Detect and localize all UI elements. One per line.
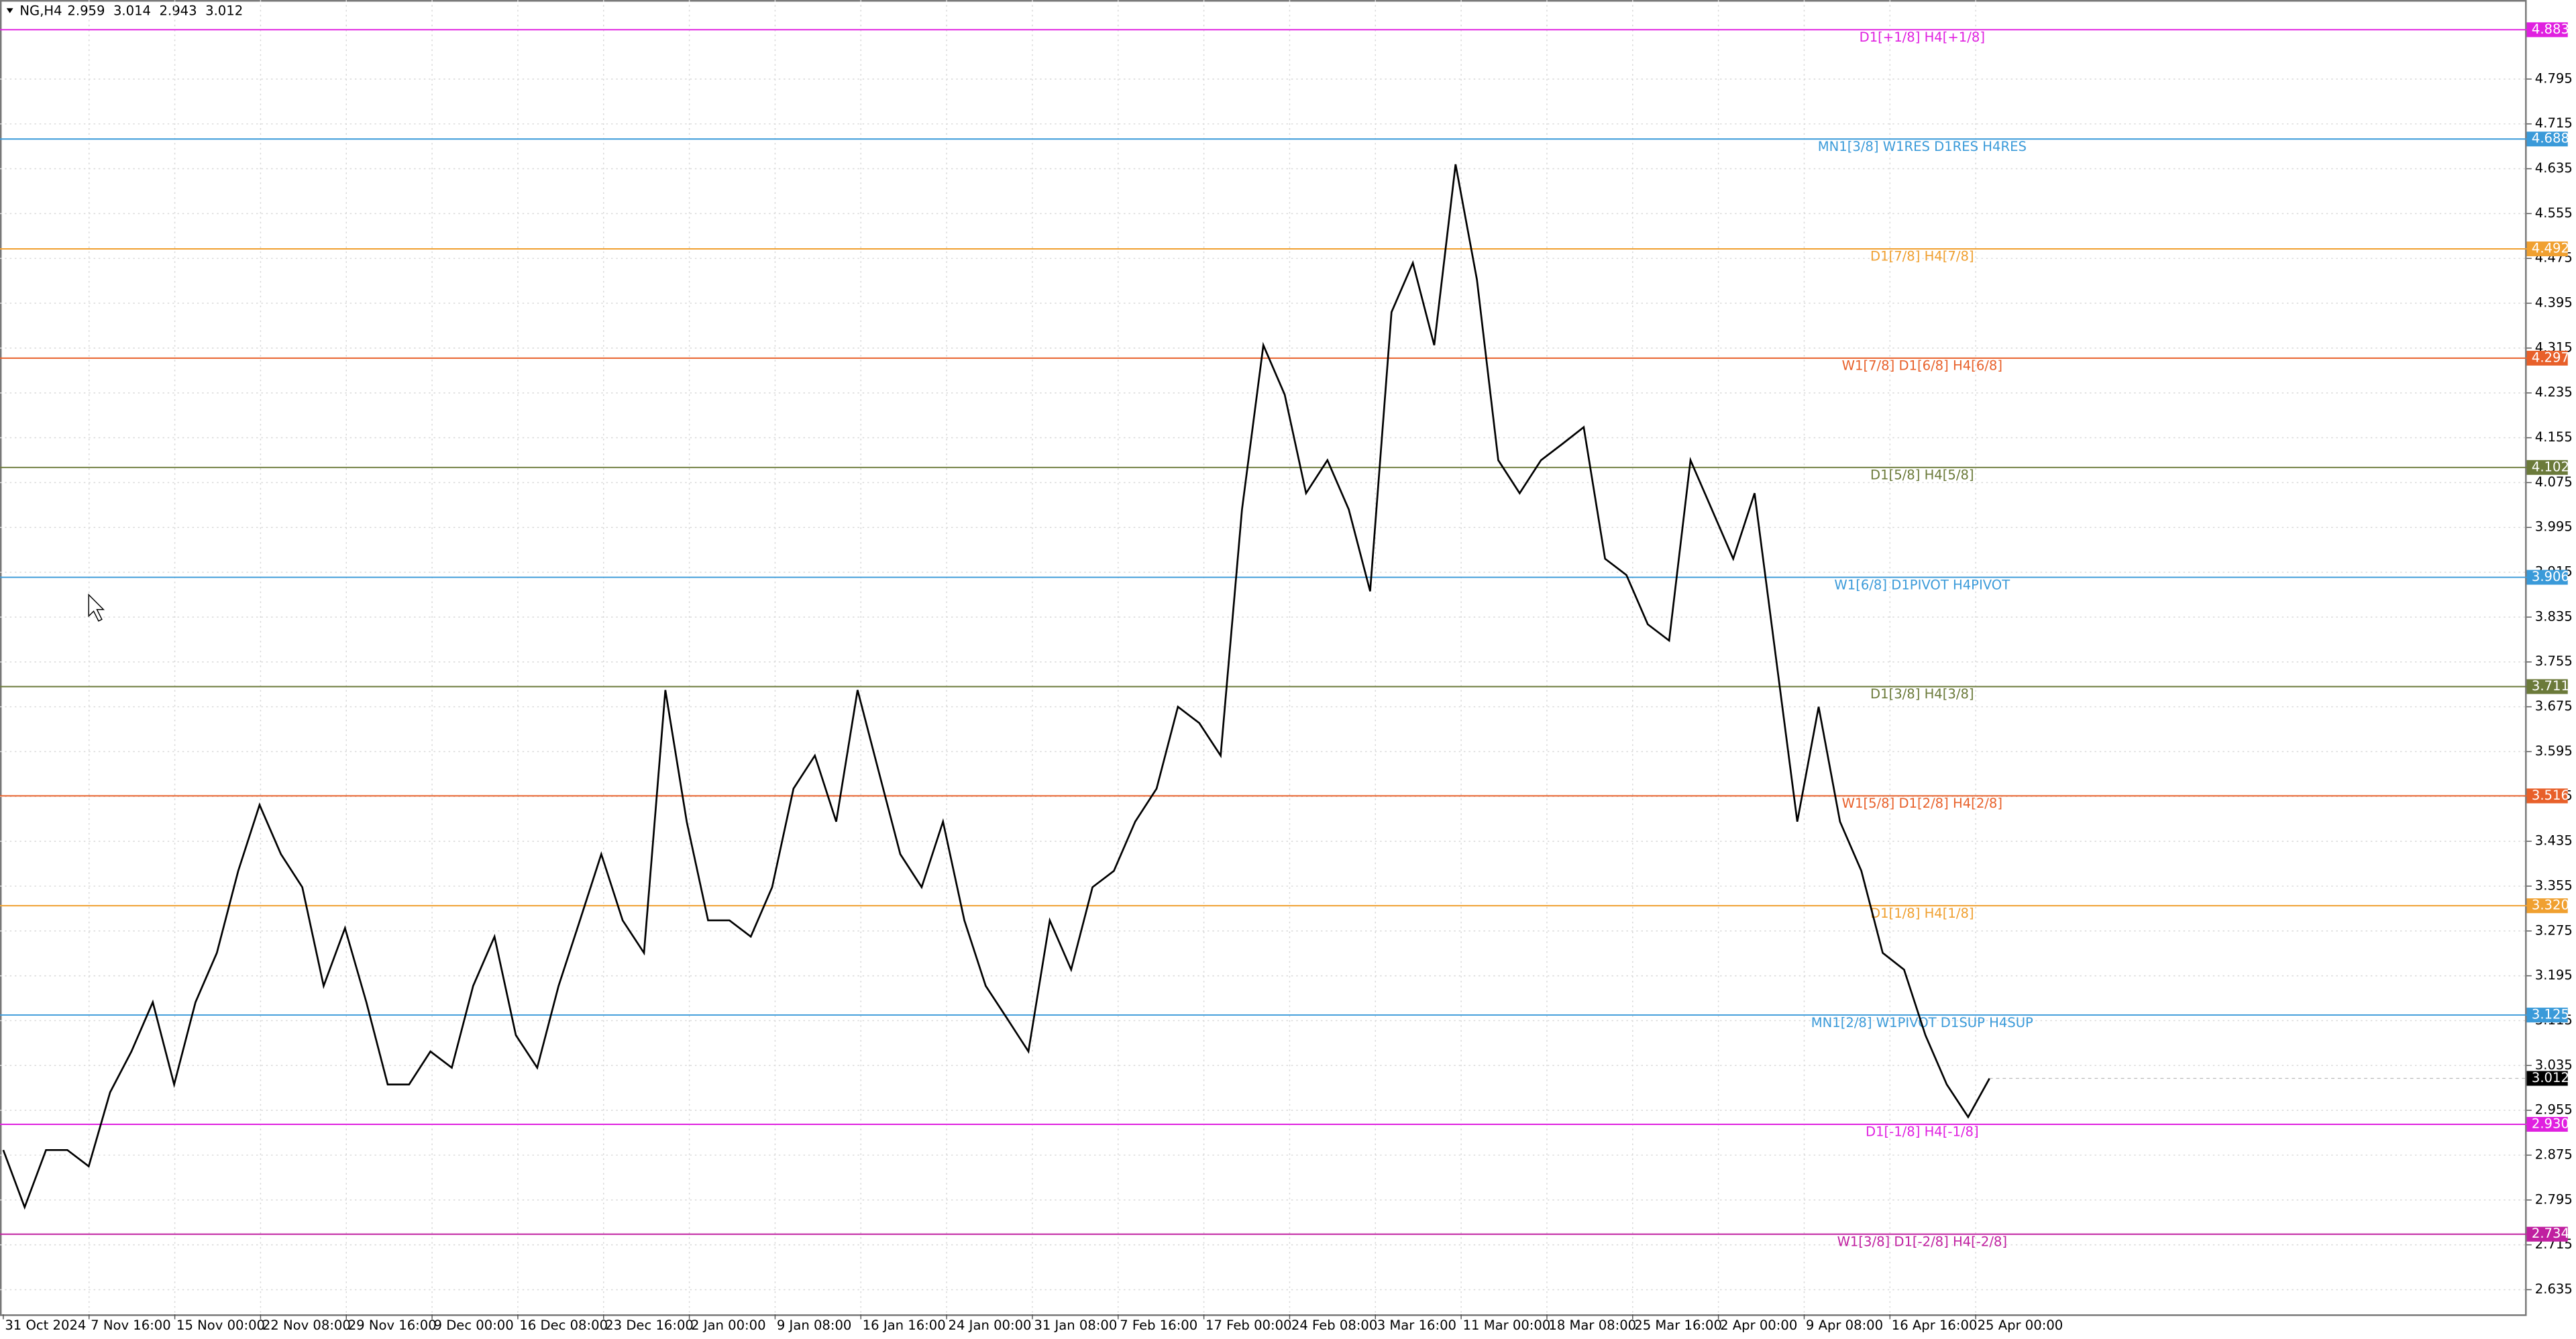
y-tick-label: 4.075 bbox=[2535, 474, 2573, 490]
current-price-label: 3.012 bbox=[2532, 1070, 2569, 1085]
y-tick-label: 4.555 bbox=[2535, 205, 2573, 221]
menu-arrow[interactable] bbox=[6, 8, 13, 13]
y-tick-label: 4.395 bbox=[2535, 295, 2573, 311]
price-tag-label: 4.102 bbox=[2532, 459, 2569, 474]
y-tick-label: 2.875 bbox=[2535, 1146, 2573, 1162]
level-label: W1[7/8] D1[6/8] H4[6/8] bbox=[1842, 358, 2002, 374]
x-tick-label: 16 Dec 08:00 bbox=[519, 1318, 608, 1333]
price-tag bbox=[2526, 898, 2568, 914]
price-tag-label: 3.906 bbox=[2532, 569, 2569, 584]
x-tick-label: 22 Nov 08:00 bbox=[262, 1318, 351, 1333]
price-tag bbox=[2526, 788, 2568, 804]
y-tick-label: 2.955 bbox=[2535, 1102, 2573, 1118]
x-tick-label: 31 Oct 2024 bbox=[5, 1318, 86, 1333]
y-tick-label: 4.635 bbox=[2535, 160, 2573, 176]
x-tick-label: 23 Dec 16:00 bbox=[605, 1318, 694, 1333]
x-tick-label: 9 Apr 08:00 bbox=[1806, 1318, 1883, 1333]
x-tick-label: 25 Mar 16:00 bbox=[1634, 1318, 1722, 1333]
y-tick-label: 3.995 bbox=[2535, 519, 2573, 535]
x-tick-label: 29 Nov 16:00 bbox=[348, 1318, 437, 1333]
level-label: D1[+1/8] H4[+1/8] bbox=[1860, 30, 1985, 45]
y-tick-label: 4.715 bbox=[2535, 115, 2573, 131]
x-tick-label: 24 Feb 08:00 bbox=[1291, 1318, 1377, 1333]
y-tick-label: 3.675 bbox=[2535, 698, 2573, 714]
price-tag bbox=[2526, 1116, 2568, 1132]
price-tag-label: 4.492 bbox=[2532, 240, 2569, 256]
y-tick-label: 3.755 bbox=[2535, 653, 2573, 669]
price-tag-label: 2.930 bbox=[2532, 1116, 2569, 1131]
x-tick-label: 25 Apr 00:00 bbox=[1978, 1318, 2063, 1333]
level-label: D1[1/8] H4[1/8] bbox=[1870, 906, 1974, 921]
x-tick-label: 17 Feb 00:00 bbox=[1205, 1318, 1291, 1333]
y-tick-label: 4.795 bbox=[2535, 70, 2573, 86]
header-value: 2.959 bbox=[67, 3, 105, 19]
price-tag-label: 3.125 bbox=[2532, 1007, 2569, 1022]
current-price-tag bbox=[2526, 1071, 2568, 1086]
x-tick-label: 2 Jan 00:00 bbox=[691, 1318, 766, 1333]
level-label: W1[3/8] D1[-2/8] H4[-2/8] bbox=[1837, 1234, 2007, 1249]
level-label: W1[5/8] D1[2/8] H4[2/8] bbox=[1842, 796, 2002, 811]
x-tick-label: 15 Nov 00:00 bbox=[176, 1318, 265, 1333]
y-tick-label: 3.195 bbox=[2535, 967, 2573, 983]
x-tick-label: 11 Mar 00:00 bbox=[1463, 1318, 1551, 1333]
y-tick-label: 4.235 bbox=[2535, 384, 2573, 400]
price-tag bbox=[2526, 570, 2568, 585]
y-tick-label: 3.275 bbox=[2535, 922, 2573, 938]
x-tick-label: 9 Jan 08:00 bbox=[777, 1318, 852, 1333]
price-tag bbox=[2526, 1008, 2568, 1023]
mouse-cursor bbox=[88, 593, 105, 622]
price-tag-label: 4.297 bbox=[2532, 350, 2569, 365]
x-tick-label: 3 Mar 16:00 bbox=[1377, 1318, 1456, 1333]
price-tag-label: 3.711 bbox=[2532, 678, 2569, 694]
x-tick-label: 16 Apr 16:00 bbox=[1892, 1318, 1978, 1333]
y-tick-label: 3.435 bbox=[2535, 833, 2573, 849]
price-line bbox=[2, 164, 1990, 1210]
level-label: W1[6/8] D1PIVOT H4PIVOT bbox=[1834, 577, 2010, 592]
symbol: NG,H4 bbox=[19, 3, 62, 19]
price-tag bbox=[2526, 679, 2568, 694]
x-tick-label: 9 Dec 00:00 bbox=[434, 1318, 514, 1333]
y-tick-label: 2.795 bbox=[2535, 1191, 2573, 1207]
level-label: D1[-1/8] H4[-1/8] bbox=[1866, 1124, 1979, 1140]
plot-frame bbox=[0, 0, 2527, 1316]
y-tick-label: 2.635 bbox=[2535, 1281, 2573, 1297]
x-tick-label: 31 Jan 08:00 bbox=[1034, 1318, 1117, 1333]
price-tag-label: 2.734 bbox=[2532, 1226, 2569, 1241]
price-tag bbox=[2526, 22, 2568, 38]
header-value: 2.943 bbox=[160, 3, 197, 19]
x-tick-label: 24 Jan 00:00 bbox=[949, 1318, 1032, 1333]
price-tag-label: 4.688 bbox=[2532, 131, 2569, 146]
price-tag bbox=[2526, 131, 2568, 147]
y-tick-label: 3.595 bbox=[2535, 743, 2573, 759]
price-tag bbox=[2526, 1226, 2568, 1242]
x-tick-label: 7 Feb 16:00 bbox=[1120, 1318, 1197, 1333]
price-tag-label: 4.883 bbox=[2532, 21, 2569, 37]
header-value: 3.012 bbox=[205, 3, 243, 19]
x-tick-label: 7 Nov 16:00 bbox=[91, 1318, 171, 1333]
price-tag bbox=[2526, 241, 2568, 257]
price-tag bbox=[2526, 460, 2568, 475]
price-tag bbox=[2526, 350, 2568, 366]
y-tick-label: 3.035 bbox=[2535, 1057, 2573, 1073]
y-tick-label: 3.355 bbox=[2535, 877, 2573, 893]
y-tick-label: 4.155 bbox=[2535, 429, 2573, 445]
level-label: MN1[3/8] W1RES D1RES H4RES bbox=[1818, 139, 2027, 154]
level-label: D1[5/8] H4[5/8] bbox=[1870, 468, 1974, 483]
x-tick-label: 18 Mar 08:00 bbox=[1548, 1318, 1636, 1333]
level-label: D1[7/8] H4[7/8] bbox=[1870, 249, 1974, 264]
header-value: 3.014 bbox=[113, 3, 151, 19]
x-tick-label: 2 Apr 00:00 bbox=[1720, 1318, 1797, 1333]
y-tick-label: 3.835 bbox=[2535, 608, 2573, 624]
price-tag-label: 3.320 bbox=[2532, 898, 2569, 913]
x-tick-label: 16 Jan 16:00 bbox=[863, 1318, 946, 1333]
price-tag-label: 3.516 bbox=[2532, 788, 2569, 803]
level-label: D1[3/8] H4[3/8] bbox=[1870, 686, 1974, 702]
